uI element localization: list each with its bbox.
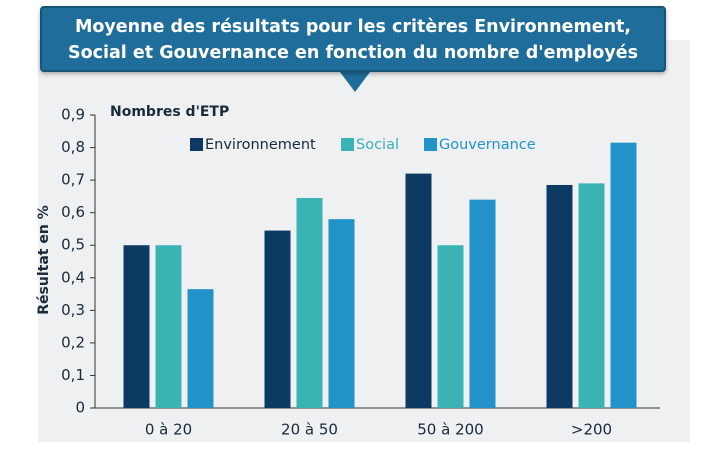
bar — [469, 199, 496, 408]
x-tick-label: 50 à 200 — [417, 421, 483, 439]
legend-swatch — [190, 138, 203, 151]
legend-swatch — [424, 138, 437, 151]
legend-label: Social — [356, 137, 399, 153]
bar — [437, 245, 464, 408]
bar — [328, 219, 355, 408]
legend-label: Environnement — [205, 137, 316, 153]
bar — [405, 173, 432, 408]
y-tick-label: 0,6 — [61, 203, 85, 221]
y-tick-label: 0,4 — [61, 268, 85, 286]
bar — [123, 245, 150, 408]
chart-title: Moyenne des résultats pour les critères … — [40, 6, 666, 72]
x-tick-label: 20 à 50 — [281, 421, 338, 439]
bar — [187, 289, 214, 408]
x-tick-label: 0 à 20 — [145, 421, 192, 439]
y-tick-label: 0,5 — [61, 236, 85, 254]
legend-label: Gouvernance — [439, 137, 536, 153]
y-tick-label: 0,3 — [61, 301, 85, 319]
legend-title: Nombres d'ETP — [110, 104, 229, 120]
bar — [546, 184, 573, 408]
y-tick-label: 0 — [75, 399, 85, 417]
bar — [610, 142, 637, 408]
y-tick-label: 0,9 — [61, 106, 85, 124]
bar — [578, 183, 605, 408]
y-axis-label: Résultat en % — [36, 205, 52, 314]
y-tick-label: 0,7 — [61, 171, 85, 189]
y-tick-label: 0,1 — [61, 366, 85, 384]
y-tick-label: 0,8 — [61, 138, 85, 156]
bar — [296, 198, 323, 408]
bar — [155, 245, 182, 408]
bar — [264, 230, 291, 408]
legend-swatch — [341, 138, 354, 151]
x-tick-label: >200 — [571, 421, 612, 439]
title-pointer — [340, 72, 370, 92]
y-tick-label: 0,2 — [61, 333, 85, 351]
